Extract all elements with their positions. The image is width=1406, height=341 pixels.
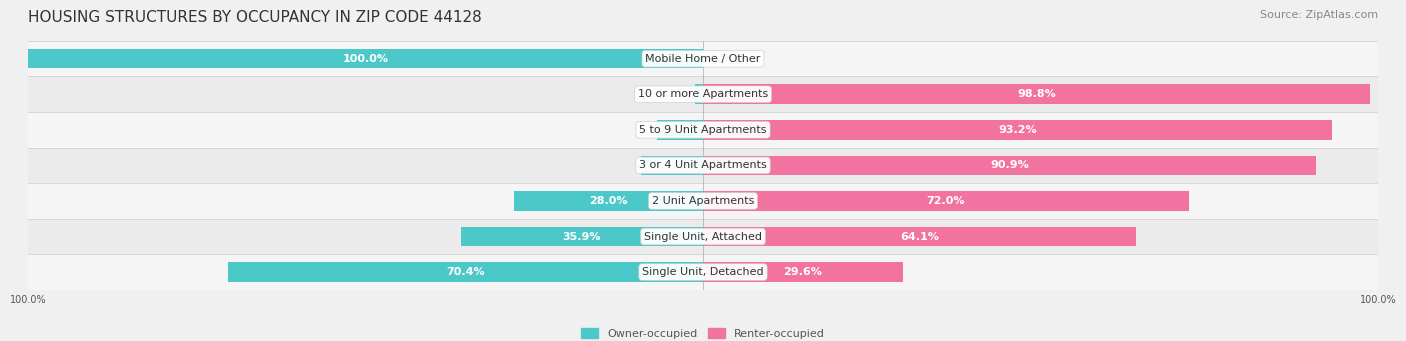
Bar	[461, 227, 703, 246]
Text: 64.1%: 64.1%	[900, 232, 939, 241]
Bar	[703, 191, 1189, 211]
Text: 35.9%: 35.9%	[562, 232, 602, 241]
Text: 2 Unit Apartments: 2 Unit Apartments	[652, 196, 754, 206]
Legend: Owner-occupied, Renter-occupied: Owner-occupied, Renter-occupied	[581, 328, 825, 339]
Text: 70.4%: 70.4%	[446, 267, 485, 277]
Text: 90.9%: 90.9%	[990, 160, 1029, 170]
Bar	[28, 148, 1378, 183]
Bar	[228, 262, 703, 282]
Bar	[703, 120, 1331, 139]
Text: Source: ZipAtlas.com: Source: ZipAtlas.com	[1260, 10, 1378, 20]
Bar	[28, 49, 703, 69]
Bar	[703, 227, 1136, 246]
Text: 6.8%: 6.8%	[665, 125, 696, 135]
Text: Single Unit, Detached: Single Unit, Detached	[643, 267, 763, 277]
Bar	[28, 76, 1378, 112]
Text: 93.2%: 93.2%	[998, 125, 1036, 135]
Text: 3 or 4 Unit Apartments: 3 or 4 Unit Apartments	[640, 160, 766, 170]
Bar	[28, 219, 1378, 254]
Bar	[703, 155, 1316, 175]
Bar	[703, 262, 903, 282]
Text: 72.0%: 72.0%	[927, 196, 965, 206]
Bar	[28, 112, 1378, 148]
Bar	[703, 85, 1369, 104]
Bar	[28, 254, 1378, 290]
Text: Mobile Home / Other: Mobile Home / Other	[645, 54, 761, 64]
Text: HOUSING STRUCTURES BY OCCUPANCY IN ZIP CODE 44128: HOUSING STRUCTURES BY OCCUPANCY IN ZIP C…	[28, 10, 482, 25]
Bar	[515, 191, 703, 211]
Text: 100.0%: 100.0%	[343, 54, 388, 64]
Text: 98.8%: 98.8%	[1017, 89, 1056, 99]
Bar	[641, 155, 703, 175]
Text: 0.0%: 0.0%	[710, 54, 741, 64]
Text: 10 or more Apartments: 10 or more Apartments	[638, 89, 768, 99]
Text: Single Unit, Attached: Single Unit, Attached	[644, 232, 762, 241]
Text: 5 to 9 Unit Apartments: 5 to 9 Unit Apartments	[640, 125, 766, 135]
Text: 1.2%: 1.2%	[657, 89, 688, 99]
Bar	[695, 85, 703, 104]
Text: 28.0%: 28.0%	[589, 196, 627, 206]
Text: 29.6%: 29.6%	[783, 267, 823, 277]
Bar	[28, 183, 1378, 219]
Text: 9.2%: 9.2%	[657, 160, 688, 170]
Bar	[28, 41, 1378, 76]
Bar	[657, 120, 703, 139]
